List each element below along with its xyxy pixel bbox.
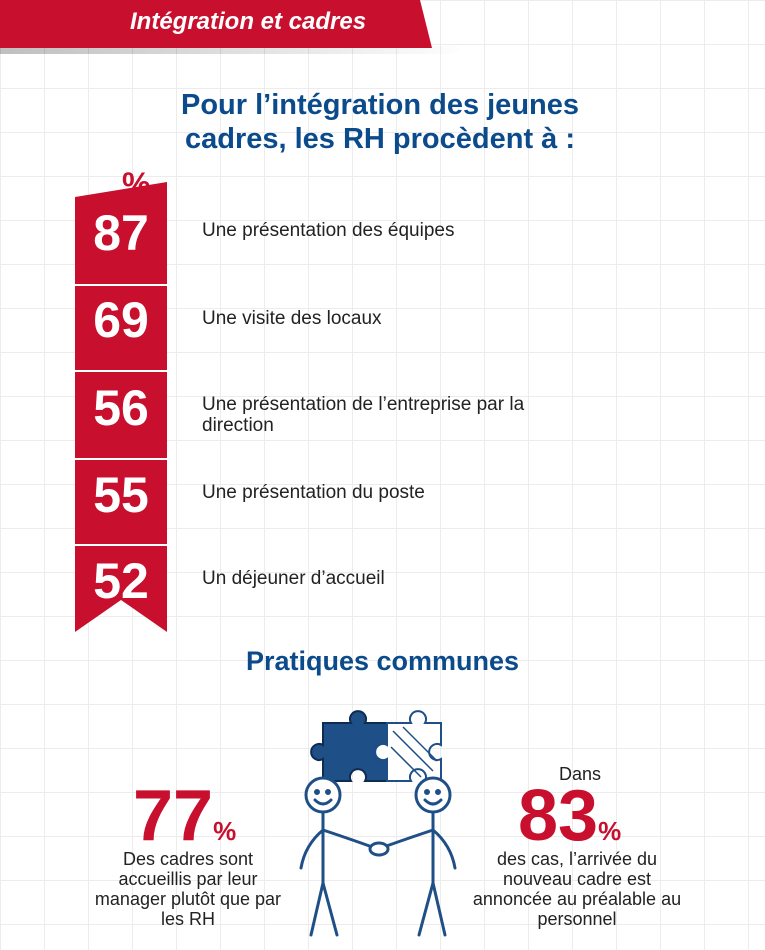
banner-title: Intégration et cadres xyxy=(130,8,367,35)
ranking-value: 55 xyxy=(93,467,149,523)
puzzle-icon xyxy=(310,710,442,782)
right-stat-unit: % xyxy=(598,816,622,846)
ranking-value: 69 xyxy=(93,292,149,348)
ranking-label: Une présentation du poste xyxy=(202,482,425,503)
ribbon-divider xyxy=(75,370,167,372)
ranking-label: Une présentation de l’entreprise par la … xyxy=(202,394,525,436)
left-stat: 77% xyxy=(133,780,236,867)
ranking-value: 87 xyxy=(93,205,149,261)
left-stat-caption: Des cadres sont accueillis par leur mana… xyxy=(94,849,282,929)
intro-title: Pour l’intégration des jeunes cadres, le… xyxy=(180,89,579,155)
ranking-value: 56 xyxy=(93,380,149,436)
handshake-illustration xyxy=(299,710,457,937)
ribbon-divider xyxy=(75,458,167,460)
ranking-label: Une visite des locaux xyxy=(202,308,382,329)
practices-title: Pratiques communes xyxy=(245,646,520,676)
ribbon-divider xyxy=(75,544,167,546)
left-stat-value: 77 xyxy=(133,776,214,856)
ranking-value: 52 xyxy=(93,553,149,609)
right-stat-prefix: Dans xyxy=(559,764,602,784)
ranking-label: Un déjeuner d’accueil xyxy=(202,568,385,589)
ribbon-divider xyxy=(75,284,167,286)
header-banner xyxy=(0,0,432,48)
right-stat-caption: des cas, l’arrivée du nouveau cadre est … xyxy=(472,849,682,929)
right-stat: 83% xyxy=(518,780,621,867)
ranking-ribbon xyxy=(75,182,167,632)
left-stat-unit: % xyxy=(213,816,237,846)
ranking-label: Une présentation des équipes xyxy=(202,220,455,241)
percent-sign: % xyxy=(122,166,151,202)
right-stat-value: 83 xyxy=(518,776,599,856)
banner-shadow xyxy=(0,46,470,54)
